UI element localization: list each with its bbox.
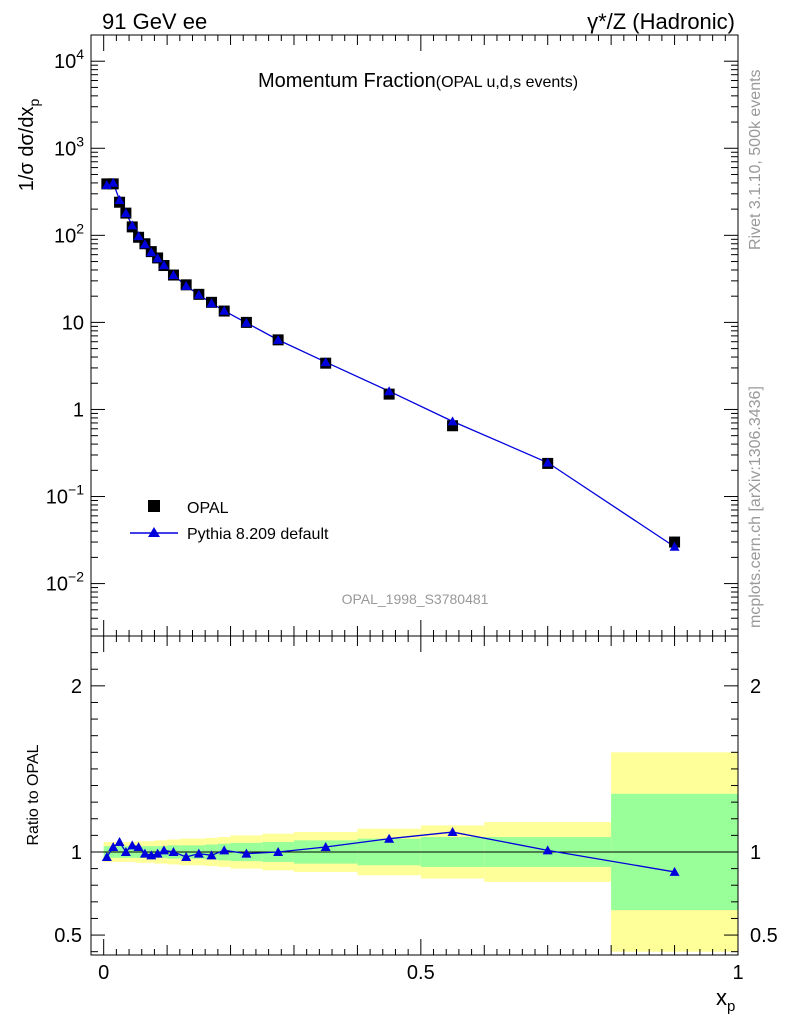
pythia-data-point: [101, 180, 112, 190]
ratio-data-point: [101, 851, 112, 861]
legend: OPAL Pythia 8.209 default: [130, 500, 329, 543]
main-y-tick-label: 104: [54, 46, 84, 73]
ratio-y-tick-label-right: 1: [750, 842, 761, 864]
pythia-data-point: [139, 239, 150, 249]
chart-title-main: Momentum Fraction: [258, 70, 436, 92]
ratio-data-point: [193, 848, 204, 858]
main-y-tick-label: 102: [54, 220, 84, 247]
ratio-data-point: [669, 866, 680, 876]
pythia-data-point: [146, 247, 157, 257]
main-y-tick-label: 10−1: [46, 482, 84, 509]
pythia-data-point: [114, 194, 125, 204]
legend-marker-pythia: [148, 527, 160, 537]
ratio-y-tick-label: 0.5: [54, 925, 82, 947]
pythia-data-point: [133, 231, 144, 241]
pythia-data-point: [120, 208, 131, 218]
ratio-data-point: [181, 851, 192, 861]
ratio-y-tick-label-right: 0.5: [750, 925, 778, 947]
x-tick-label: 0.5: [407, 962, 435, 984]
ratio-data-point: [120, 846, 131, 856]
pythia-data-point: [273, 334, 284, 344]
chart-title: Momentum Fraction(OPAL u,d,s events): [258, 70, 578, 92]
x-axis-label: xp: [716, 985, 735, 1015]
ratio-data-point: [384, 833, 395, 843]
main-y-tick-label: 103: [54, 133, 84, 160]
ratio-data-point: [158, 845, 169, 855]
pythia-data-point: [181, 280, 192, 290]
ratio-y-axis-label: Ratio to OPAL: [25, 744, 42, 845]
ratio-plot-frame: [90, 635, 739, 956]
ratio-data-point: [108, 842, 119, 852]
pythia-data-point: [219, 305, 230, 315]
pythia-data-point: [108, 177, 119, 187]
ratio-data-point: [139, 848, 150, 858]
ratio-data-point: [219, 845, 230, 855]
main-y-tick-label: 10: [62, 312, 84, 334]
legend-label-opal: OPAL: [187, 500, 229, 517]
x-axis-label-text: x: [716, 985, 727, 1010]
main-y-tick-label: 10−2: [46, 569, 84, 596]
pythia-data-point: [168, 270, 179, 280]
main-y-axis-label-text: 1/σ dσ/dx: [16, 107, 38, 192]
x-tick-label: 0: [98, 962, 109, 984]
main-y-axis-label: 1/σ dσ/dxp: [16, 99, 42, 192]
pythia-data-point: [152, 253, 163, 263]
legend-marker-opal: [148, 500, 160, 512]
ratio-data-point: [320, 842, 331, 852]
ratio-data-point: [241, 848, 252, 858]
pythia-data-point: [669, 541, 680, 551]
pythia-data-point: [158, 260, 169, 270]
main-y-axis-label-sub: p: [26, 99, 42, 107]
opal-data-point: [447, 420, 459, 432]
analysis-tag: OPAL_1998_S3780481: [342, 591, 489, 607]
ratio-data-point: [152, 848, 163, 858]
ratio-data-point: [447, 827, 458, 837]
rivet-version-label: Rivet 3.1.10, 500k events: [747, 69, 764, 250]
pythia-series-line: [106, 181, 675, 548]
ratio-data-point: [542, 845, 553, 855]
pythia-data-point: [447, 416, 458, 426]
main-y-tick-label: 1: [73, 399, 84, 421]
chart-title-suffix: (OPAL u,d,s events): [436, 74, 578, 91]
ratio-data-point: [273, 846, 284, 856]
ratio-data-point: [114, 837, 125, 847]
pythia-data-point: [320, 357, 331, 367]
ratio-y-tick-label: 1: [71, 842, 82, 864]
pythia-data-point: [193, 289, 204, 299]
ratio-y-tick-label-right: 2: [750, 676, 761, 698]
x-axis-label-sub: p: [727, 998, 735, 1015]
ratio-data-point: [127, 840, 138, 850]
main-plot-frame: [90, 34, 739, 637]
ratio-data-point: [168, 846, 179, 856]
pythia-data-point: [384, 386, 395, 396]
header-right: γ*/Z (Hadronic): [587, 9, 735, 34]
ratio-data-point: [206, 850, 217, 860]
pythia-data-point: [206, 298, 217, 308]
legend-label-pythia: Pythia 8.209 default: [187, 526, 329, 543]
header-left: 91 GeV ee: [102, 9, 207, 34]
ratio-y-tick-label: 2: [71, 676, 82, 698]
ratio-plot-panel: 0.5 0.5 1 1 2 2 0 0.5 1 Ratio to OPAL xp: [25, 635, 778, 1015]
pythia-data-point: [542, 457, 553, 467]
pythia-data-point: [241, 317, 252, 327]
mcplots-credit-label: mcplots.cern.ch [arXiv:1306.3436]: [747, 386, 764, 628]
ratio-data-point: [133, 842, 144, 852]
pythia-data-point: [127, 220, 138, 230]
x-tick-label: 1: [732, 962, 743, 984]
